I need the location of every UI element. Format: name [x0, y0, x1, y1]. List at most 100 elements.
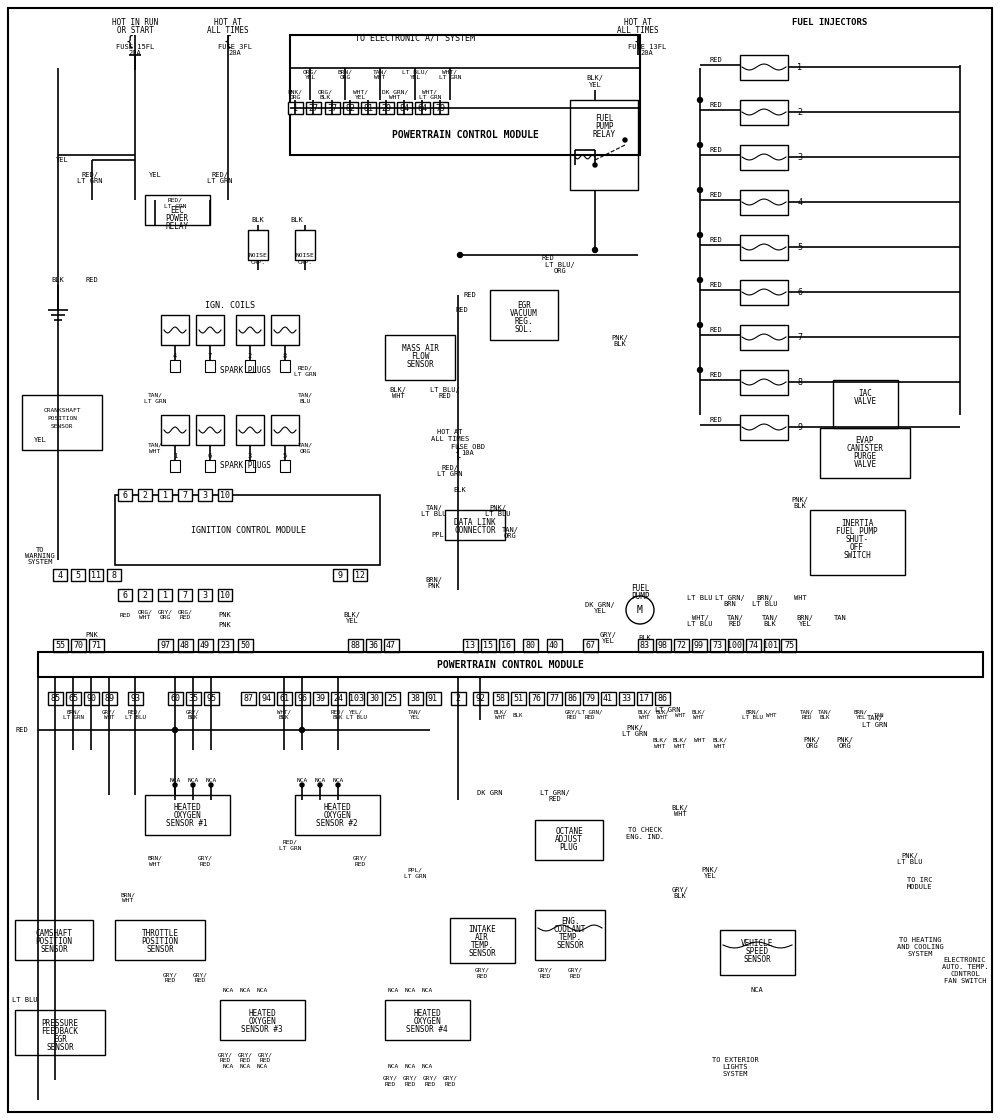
Text: CAP.: CAP.	[298, 260, 313, 264]
Text: RED/: RED/	[283, 840, 298, 844]
Bar	[473, 691, 488, 704]
Text: SENSOR: SENSOR	[46, 1043, 74, 1052]
Text: EGR: EGR	[517, 300, 531, 309]
Text: SENSOR: SENSOR	[406, 360, 434, 368]
Text: 37: 37	[327, 103, 337, 112]
Text: NCA: NCA	[187, 777, 199, 783]
Text: ORG: ORG	[299, 448, 311, 454]
Text: NCA: NCA	[222, 1064, 234, 1070]
Text: HOT AT: HOT AT	[214, 18, 242, 27]
Text: 92: 92	[475, 693, 485, 702]
Bar	[196, 416, 224, 445]
Bar	[178, 589, 192, 601]
Text: SYSTEM: SYSTEM	[27, 559, 53, 564]
Bar	[15, 1010, 105, 1055]
Bar	[331, 691, 346, 704]
Text: SENSOR: SENSOR	[468, 950, 496, 959]
Text: 9: 9	[338, 570, 343, 579]
Text: YEL: YEL	[56, 157, 68, 164]
Text: TAN/
BLK: TAN/ BLK	[818, 710, 832, 720]
Text: 13: 13	[465, 641, 475, 650]
Circle shape	[300, 783, 304, 787]
Text: SENSOR #2: SENSOR #2	[316, 820, 358, 829]
Bar	[245, 360, 255, 372]
Bar	[490, 290, 558, 340]
Text: SPARK PLUGS: SPARK PLUGS	[220, 365, 270, 374]
Text: {: {	[224, 35, 232, 49]
Text: SYSTEM: SYSTEM	[722, 1071, 748, 1077]
Text: 9: 9	[797, 422, 802, 431]
Text: BLK: BLK	[513, 712, 523, 718]
Text: 6: 6	[797, 288, 802, 297]
Text: 40: 40	[549, 641, 559, 650]
Bar	[118, 589, 132, 601]
Bar	[107, 569, 121, 581]
Text: BLK/: BLK/	[344, 612, 361, 618]
Text: 4: 4	[58, 570, 63, 579]
Text: BLK: BLK	[794, 503, 806, 508]
Text: 8: 8	[112, 570, 117, 579]
Text: 82: 82	[345, 103, 355, 112]
Bar	[280, 460, 290, 472]
Text: GRY/: GRY/	[382, 1075, 398, 1081]
Bar	[710, 638, 724, 652]
Text: GRY/: GRY/	[442, 1075, 458, 1081]
Text: WHT: WHT	[675, 712, 685, 718]
Circle shape	[623, 138, 627, 142]
Bar	[379, 102, 394, 114]
Text: 16: 16	[501, 641, 511, 650]
Text: GRY/: GRY/	[218, 1053, 233, 1057]
Bar	[343, 102, 358, 114]
Circle shape	[698, 142, 702, 148]
Text: INERTIA: INERTIA	[841, 519, 873, 528]
Bar	[535, 909, 605, 960]
Text: RELAY: RELAY	[592, 130, 616, 139]
Text: PNK: PNK	[219, 612, 231, 618]
Circle shape	[458, 252, 462, 258]
Text: WHT: WHT	[794, 595, 806, 601]
Text: HEATED: HEATED	[323, 803, 351, 812]
Bar	[248, 230, 268, 260]
Text: 93: 93	[130, 693, 140, 702]
Bar	[746, 638, 761, 652]
Text: TAN/: TAN/	[726, 615, 744, 620]
Bar	[158, 489, 172, 501]
Bar	[198, 489, 212, 501]
Bar	[570, 100, 638, 190]
Text: 8: 8	[283, 353, 287, 360]
Text: 10: 10	[220, 491, 230, 500]
Bar	[295, 795, 380, 836]
Text: WHT/
LT GRN: WHT/ LT GRN	[419, 90, 441, 101]
Text: CAP.: CAP.	[251, 260, 266, 264]
Text: ORG: ORG	[806, 743, 818, 749]
Bar	[236, 315, 264, 345]
Text: NCA: NCA	[421, 1064, 433, 1070]
Text: LT BLU/: LT BLU/	[430, 388, 460, 393]
Bar	[740, 55, 788, 80]
Text: 84: 84	[399, 103, 409, 112]
Text: PNK/: PNK/	[791, 497, 808, 503]
Bar	[546, 691, 562, 704]
Bar	[196, 315, 224, 345]
Text: RED: RED	[710, 327, 722, 333]
Text: NCA: NCA	[404, 988, 416, 992]
Text: NCA: NCA	[222, 988, 234, 992]
Text: 36: 36	[368, 641, 378, 650]
Text: POWERTRAIN CONTROL MODULE: POWERTRAIN CONTROL MODULE	[392, 130, 538, 140]
Text: ELECTRONIC: ELECTRONIC	[944, 956, 986, 963]
Text: BLU: BLU	[299, 399, 311, 403]
Text: RED: RED	[219, 1058, 231, 1064]
Text: PUMP: PUMP	[631, 591, 649, 600]
Text: GRY/
BLK: GRY/ BLK	[186, 710, 200, 720]
Bar	[546, 638, 562, 652]
Text: 7: 7	[183, 491, 188, 500]
Text: FUEL PUMP: FUEL PUMP	[836, 526, 878, 535]
Text: 7: 7	[797, 333, 802, 342]
Text: TAN: TAN	[874, 712, 884, 718]
Text: MASS AIR: MASS AIR	[402, 344, 438, 353]
Text: SHUT-: SHUT-	[845, 534, 869, 543]
Text: 89: 89	[104, 693, 114, 702]
Text: WHT: WHT	[674, 744, 686, 748]
Text: BLK/: BLK/	[652, 737, 668, 743]
Text: 30: 30	[369, 693, 379, 702]
